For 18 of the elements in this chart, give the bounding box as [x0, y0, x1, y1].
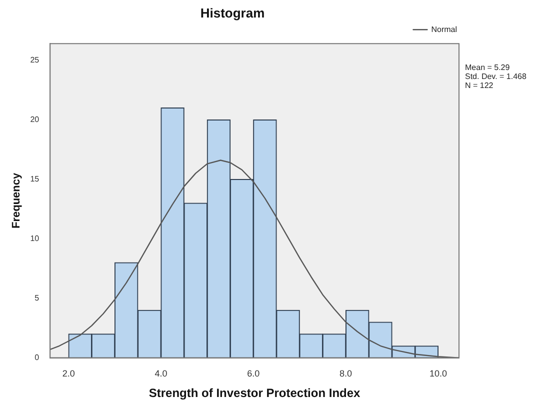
x-tick-label: 10.0: [429, 368, 447, 379]
text: Mean = 5.29: [465, 62, 510, 72]
y-tick-label: 15: [30, 174, 40, 184]
y-tick-label: 0: [34, 353, 40, 362]
y-tick-label: 5: [34, 293, 40, 302]
y-tick-label: 10: [30, 234, 40, 243]
legend-label: Normal: [431, 24, 458, 34]
text: N = 122: [465, 80, 494, 90]
y-tick-label: 20: [30, 114, 40, 124]
x-tick-label: 4.0: [154, 368, 168, 379]
y-tick-label: 25: [30, 55, 40, 64]
x-tick-label: 6.0: [247, 368, 260, 379]
x-tick-label: 8.0: [340, 368, 352, 379]
x-axis-title: Strength of Investor Protection Index: [148, 386, 361, 400]
y-axis-title: Frequency: [10, 172, 23, 229]
x-tick-label: 2.0: [62, 368, 75, 379]
chart-title: Histogram: [200, 5, 265, 20]
text: Std. Dev. = 1.468: [465, 72, 527, 81]
